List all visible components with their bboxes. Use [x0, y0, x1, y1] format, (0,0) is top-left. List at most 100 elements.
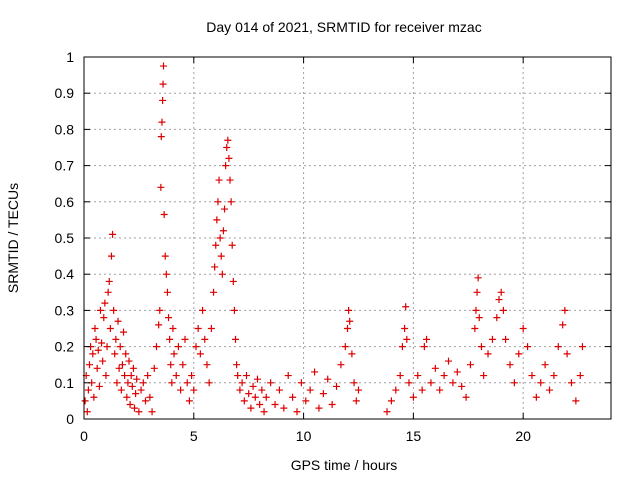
data-point: [129, 383, 136, 390]
data-point: [228, 198, 235, 205]
data-point: [158, 133, 165, 140]
data-point: [86, 361, 93, 368]
data-point: [214, 198, 221, 205]
data-point: [410, 394, 417, 401]
data-point: [229, 242, 236, 249]
data-point: [164, 289, 171, 296]
data-point: [280, 405, 287, 412]
data-point: [230, 278, 237, 285]
data-point: [324, 376, 331, 383]
data-point: [355, 387, 362, 394]
data-point: [91, 325, 98, 332]
data-point: [160, 63, 167, 70]
data-point: [528, 372, 535, 379]
data-point: [247, 405, 254, 412]
chart-title: Day 014 of 2021, SRMTID for receiver mza…: [206, 19, 481, 35]
data-point: [258, 387, 265, 394]
data-point: [95, 347, 102, 354]
data-point: [537, 379, 544, 386]
data-point: [90, 394, 97, 401]
data-point: [289, 394, 296, 401]
data-point: [346, 318, 353, 325]
data-point: [199, 307, 206, 314]
x-tick-labels: 0 5 10 15 20: [80, 428, 531, 444]
data-point: [542, 361, 549, 368]
data-point: [533, 394, 540, 401]
data-point: [445, 358, 452, 365]
data-point: [449, 379, 456, 386]
data-point: [203, 361, 210, 368]
data-point: [392, 387, 399, 394]
data-point: [223, 144, 230, 151]
data-point: [169, 325, 176, 332]
data-point: [232, 336, 239, 343]
data-point: [276, 387, 283, 394]
scatter-chart: Day 014 of 2021, SRMTID for receiver mza…: [0, 0, 640, 480]
y-tick-label: 0.6: [55, 194, 75, 210]
data-point: [167, 361, 174, 368]
data-points: [82, 63, 586, 416]
data-point: [272, 401, 279, 408]
data-point: [333, 383, 340, 390]
data-point: [263, 394, 270, 401]
data-point: [474, 289, 481, 296]
data-point: [261, 408, 268, 415]
data-point: [320, 390, 327, 397]
y-tick-label: 0.3: [55, 302, 75, 318]
data-point: [184, 379, 191, 386]
data-point: [104, 343, 111, 350]
data-point: [97, 307, 104, 314]
data-point: [197, 350, 204, 357]
y-tick-label: 0.2: [55, 339, 75, 355]
y-tick-label: 0.1: [55, 375, 75, 391]
data-point: [427, 379, 434, 386]
data-point: [108, 253, 115, 260]
x-axis-title: GPS time / hours: [291, 457, 398, 473]
data-point: [102, 372, 109, 379]
data-point: [388, 397, 395, 404]
data-point: [156, 307, 163, 314]
data-point: [233, 361, 240, 368]
data-point: [250, 383, 257, 390]
data-point: [158, 119, 165, 126]
data-point: [101, 300, 108, 307]
data-point: [243, 372, 250, 379]
data-point: [218, 253, 225, 260]
data-point: [337, 361, 344, 368]
data-point: [471, 325, 478, 332]
data-point: [213, 216, 220, 223]
data-point: [399, 343, 406, 350]
data-point: [89, 350, 96, 357]
data-point: [579, 343, 586, 350]
data-point: [126, 358, 133, 365]
y-tick-label: 0: [66, 411, 74, 427]
data-point: [179, 361, 186, 368]
data-point: [298, 379, 305, 386]
data-point: [111, 350, 118, 357]
data-point: [127, 401, 134, 408]
data-point: [458, 383, 465, 390]
data-point: [436, 387, 443, 394]
y-tick-label: 0.8: [55, 121, 75, 137]
data-point: [135, 408, 142, 415]
data-point: [493, 314, 500, 321]
data-point: [236, 387, 243, 394]
data-point: [155, 321, 162, 328]
x-tick-label: 5: [190, 428, 198, 444]
data-point: [192, 343, 199, 350]
data-point: [344, 325, 351, 332]
data-point: [463, 394, 470, 401]
data-point: [138, 387, 145, 394]
data-point: [241, 397, 248, 404]
data-point: [105, 289, 112, 296]
data-point: [414, 372, 421, 379]
y-tick-label: 1: [66, 49, 74, 65]
data-point: [94, 365, 101, 372]
data-point: [568, 379, 575, 386]
data-point: [315, 405, 322, 412]
y-axis-title: SRMTID / TECUs: [5, 183, 21, 293]
data-point: [82, 397, 89, 404]
data-point: [245, 390, 252, 397]
data-point: [511, 379, 518, 386]
data-point: [160, 81, 167, 88]
